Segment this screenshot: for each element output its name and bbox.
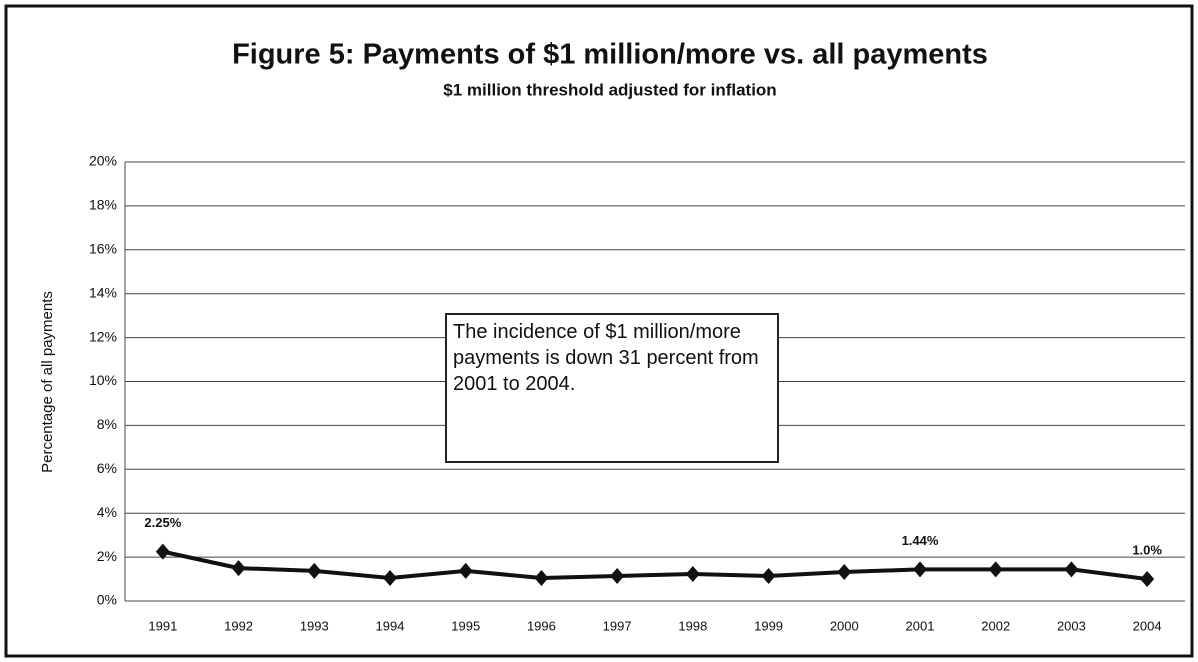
x-tick-label: 1995 <box>451 618 480 633</box>
marker <box>155 543 170 560</box>
marker <box>988 561 1003 578</box>
marker <box>913 561 927 578</box>
y-tick-label: 0% <box>97 592 117 608</box>
marker <box>383 569 397 586</box>
y-tick-label: 6% <box>97 460 117 476</box>
y-tick-label: 2% <box>97 548 117 564</box>
annotation: The incidence of $1 million/more payment… <box>445 313 779 463</box>
marker <box>534 569 549 586</box>
x-tick-label: 1997 <box>603 618 632 633</box>
x-tick-label: 1999 <box>754 618 783 633</box>
x-tick-label: 1998 <box>678 618 707 633</box>
y-tick-label: 8% <box>97 416 117 432</box>
y-tick-label: 12% <box>89 328 117 344</box>
x-tick-label: 1992 <box>224 618 253 633</box>
marker <box>458 562 473 579</box>
data-label: 1.44% <box>902 533 939 548</box>
marker <box>231 560 246 577</box>
y-tick-label: 10% <box>89 372 117 388</box>
x-tick-label: 2001 <box>906 618 935 633</box>
y-axis-label: Percentage of all payments <box>39 291 56 473</box>
y-tick-label: 4% <box>97 504 117 520</box>
x-tick-label: 2003 <box>1057 618 1086 633</box>
chart-subtitle: $1 million threshold adjusted for inflat… <box>443 80 776 99</box>
marker <box>610 567 625 584</box>
marker <box>1064 561 1079 578</box>
marker <box>685 566 700 583</box>
x-tick-label: 1996 <box>527 618 556 633</box>
marker <box>837 564 852 581</box>
marker <box>307 562 322 579</box>
marker <box>1140 571 1155 588</box>
x-tick-label: 1994 <box>376 618 405 633</box>
data-line <box>162 549 1148 582</box>
x-tick-label: 2000 <box>830 618 859 633</box>
data-label: 1.0% <box>1132 542 1162 557</box>
chart-title: Figure 5: Payments of $1 million/more vs… <box>232 39 988 71</box>
y-tick-label: 14% <box>89 284 117 300</box>
y-tick-label: 16% <box>89 241 117 257</box>
x-tick-label: 1991 <box>148 618 177 633</box>
data-label: 2.25% <box>144 515 181 530</box>
marker <box>761 567 776 584</box>
x-tick-label: 1993 <box>300 618 329 633</box>
y-tick-label: 18% <box>89 197 117 213</box>
y-tick-label: 20% <box>89 153 117 169</box>
x-tick-label: 2004 <box>1133 618 1162 633</box>
x-tick-label: 2002 <box>981 618 1010 633</box>
